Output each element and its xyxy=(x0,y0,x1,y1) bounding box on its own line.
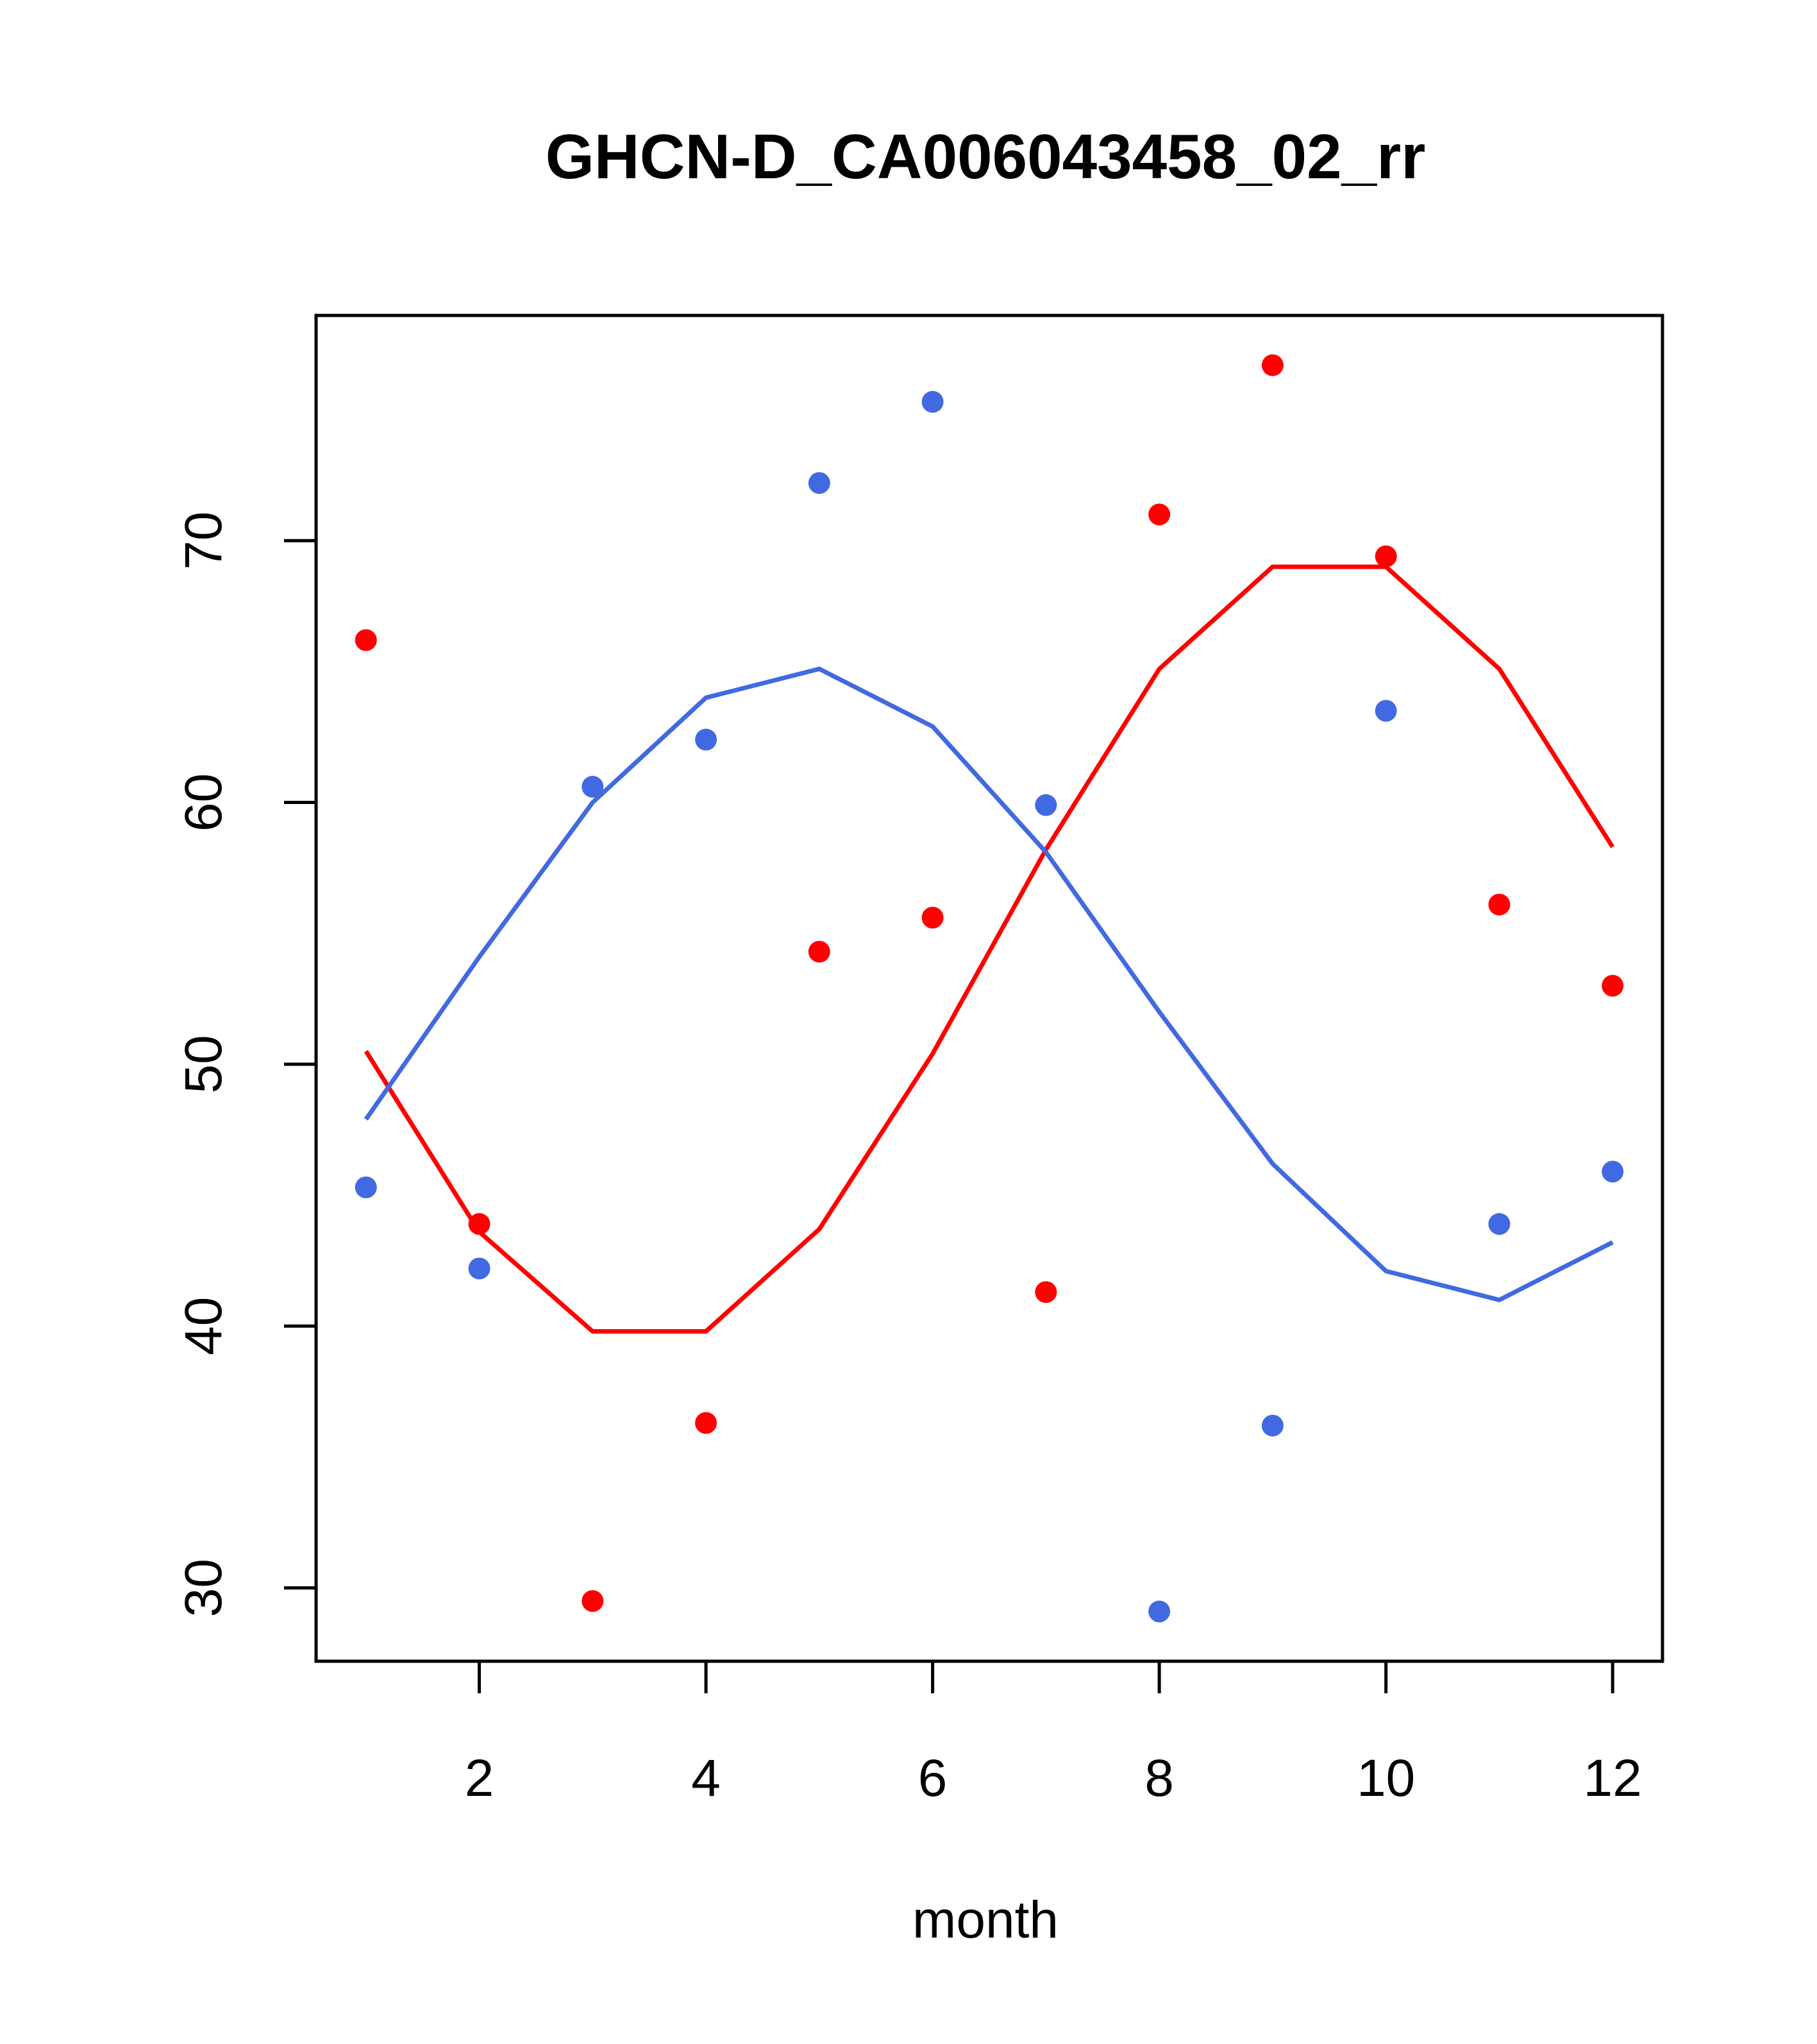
data-point-series-2 xyxy=(1488,1213,1511,1236)
data-point-series-2 xyxy=(1035,794,1057,816)
data-point-series-2 xyxy=(355,1176,377,1198)
data-point-series-2 xyxy=(1602,1160,1624,1183)
data-point-series-1 xyxy=(1602,975,1624,997)
plot-area: 2 4 6 8 10 12 30 40 50 60 70 xyxy=(174,314,1664,1807)
data-point-series-1 xyxy=(582,1590,604,1613)
data-point-series-2 xyxy=(808,472,830,494)
data-point-series-1 xyxy=(1375,545,1397,567)
y-tick-label: 70 xyxy=(174,512,233,570)
plot-frame xyxy=(314,314,1664,1663)
data-point-series-1 xyxy=(921,907,944,929)
data-point-series-1 xyxy=(695,1412,717,1434)
x-axis-label: month xyxy=(912,1891,1059,1949)
data-point-series-1 xyxy=(468,1213,490,1236)
data-point-series-2 xyxy=(921,390,944,413)
x-tick-label: 2 xyxy=(465,1749,494,1807)
data-point-series-1 xyxy=(355,629,377,651)
x-tick-label: 10 xyxy=(1357,1749,1415,1807)
y-tick-label: 50 xyxy=(174,1035,233,1093)
x-tick-label: 6 xyxy=(918,1749,948,1807)
x-tick-label: 8 xyxy=(1144,1749,1174,1807)
series-line-1 xyxy=(364,564,1615,1334)
data-point-series-2 xyxy=(1375,699,1397,722)
data-point-series-2 xyxy=(1148,1600,1171,1623)
y-tick-label: 40 xyxy=(174,1297,233,1355)
x-tick-label: 12 xyxy=(1584,1749,1642,1807)
data-point-series-1 xyxy=(1488,893,1511,916)
data-point-series-2 xyxy=(468,1257,490,1280)
series-line-2 xyxy=(364,666,1614,1302)
y-tick-label: 60 xyxy=(174,773,233,832)
data-point-series-2 xyxy=(1261,1414,1284,1437)
data-point-series-1 xyxy=(1261,354,1284,376)
x-tick-label: 4 xyxy=(691,1749,721,1807)
data-point-series-1 xyxy=(1148,503,1171,526)
y-tick-label: 30 xyxy=(174,1559,233,1617)
chart-title: GHCN-D_CA006043458_02_rr xyxy=(546,121,1426,192)
data-point-series-2 xyxy=(582,776,604,798)
data-point-series-2 xyxy=(695,728,717,751)
data-point-series-1 xyxy=(808,941,830,963)
data-point-series-1 xyxy=(1035,1281,1057,1303)
